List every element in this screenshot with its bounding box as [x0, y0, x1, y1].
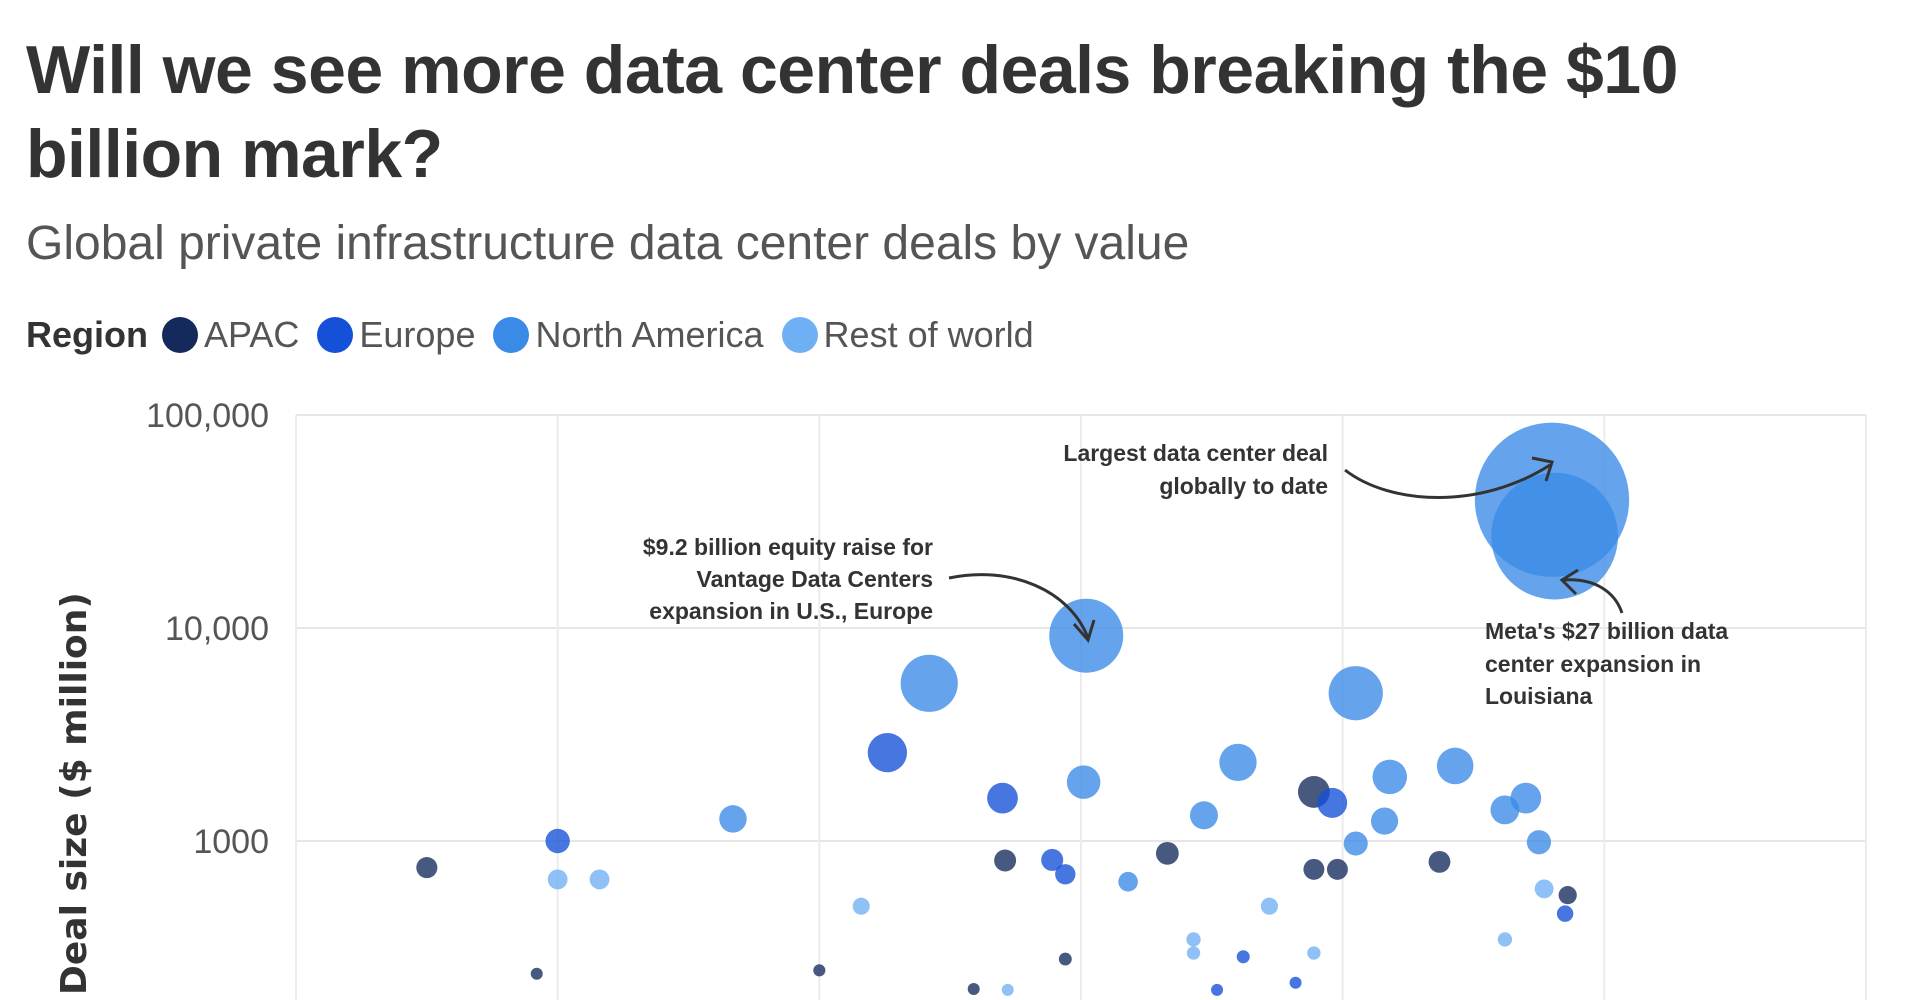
data-point-rest-of-world[interactable]: [1534, 879, 1554, 899]
annotation-text: expansion in U.S., Europe: [649, 598, 933, 624]
data-point-north-america[interactable]: [1510, 782, 1542, 814]
legend-item-apac[interactable]: APAC: [162, 314, 299, 356]
data-point-europe[interactable]: [867, 732, 908, 773]
annotation-text: Largest data center deal: [1063, 440, 1328, 466]
data-point-north-america[interactable]: [900, 654, 958, 712]
data-point-apac[interactable]: [1558, 886, 1577, 905]
data-point-europe[interactable]: [987, 782, 1018, 814]
data-point-north-america[interactable]: [1526, 830, 1552, 855]
annotation-text: Vantage Data Centers: [697, 566, 933, 592]
data-point-apac[interactable]: [416, 857, 438, 879]
y-tick-label: 1000: [193, 823, 269, 861]
annotation-text: $9.2 billion equity raise for: [643, 534, 933, 560]
y-axis-label: Deal size ($ million): [54, 592, 95, 995]
data-point-europe[interactable]: [1556, 905, 1574, 922]
y-axis-ticks: 100,000 10,000 1000: [146, 397, 269, 861]
legend: Region APAC Europe North America Rest of…: [26, 312, 1052, 358]
data-point-rest-of-world[interactable]: [1497, 932, 1513, 947]
data-point-north-america[interactable]: [1219, 743, 1257, 782]
data-points: [416, 422, 1630, 996]
data-point-apac[interactable]: [967, 982, 980, 995]
data-point-north-america[interactable]: [1118, 871, 1138, 892]
legend-item-north-america[interactable]: North America: [493, 314, 764, 356]
data-point-apac[interactable]: [994, 849, 1017, 872]
gridlines: [295, 414, 1867, 1000]
data-point-europe[interactable]: [1317, 787, 1348, 818]
data-point-rest-of-world[interactable]: [589, 869, 610, 890]
legend-label: Europe: [359, 314, 476, 355]
arrowhead-icon: [1559, 568, 1579, 596]
data-point-rest-of-world[interactable]: [1186, 946, 1201, 960]
annotation-largest-deal: Largest data center deal globally to dat…: [1063, 440, 1554, 499]
annotation-text: Meta's $27 billion data: [1485, 618, 1728, 644]
legend-item-rest-of-world[interactable]: Rest of world: [781, 314, 1034, 356]
data-point-rest-of-world[interactable]: [547, 869, 568, 890]
data-point-europe[interactable]: [1211, 983, 1224, 996]
data-point-apac[interactable]: [1326, 858, 1348, 880]
data-point-apac[interactable]: [813, 964, 826, 977]
data-point-rest-of-world[interactable]: [1307, 946, 1321, 960]
legend-label: North America: [535, 314, 764, 355]
legend-swatch-rest-of-world: [781, 317, 818, 353]
data-point-europe[interactable]: [545, 828, 570, 854]
legend-label: APAC: [204, 314, 300, 355]
arrowhead-icon: [1072, 619, 1096, 644]
data-point-rest-of-world[interactable]: [1260, 897, 1278, 915]
data-point-apac[interactable]: [1303, 858, 1325, 880]
arrowhead-icon: [1531, 456, 1554, 482]
annotation-text: center expansion in: [1485, 651, 1701, 677]
annotation-arrow: [1344, 463, 1551, 499]
data-point-rest-of-world[interactable]: [852, 897, 870, 915]
data-point-north-america[interactable]: [1370, 807, 1399, 835]
legend-swatch-europe: [317, 317, 354, 353]
data-point-north-america[interactable]: [1189, 801, 1218, 830]
data-point-europe[interactable]: [1041, 848, 1064, 871]
legend-item-europe[interactable]: Europe: [317, 314, 475, 356]
legend-swatch-apac: [162, 317, 198, 353]
data-point-north-america[interactable]: [1066, 765, 1101, 799]
data-point-europe[interactable]: [1236, 950, 1250, 964]
data-point-north-america[interactable]: [1491, 472, 1619, 600]
annotation-text: globally to date: [1159, 473, 1328, 499]
data-point-north-america[interactable]: [1328, 666, 1383, 721]
y-tick-label: 100,000: [146, 397, 269, 435]
chart-title: Will we see more data center deals break…: [26, 32, 1678, 192]
data-point-europe[interactable]: [1055, 864, 1076, 885]
data-point-apac[interactable]: [1155, 841, 1179, 865]
data-point-north-america[interactable]: [1372, 759, 1408, 795]
legend-title: Region: [26, 314, 148, 355]
annotation-arrow: [948, 573, 1090, 639]
legend-label: Rest of world: [823, 314, 1034, 355]
data-point-north-america[interactable]: [1343, 831, 1368, 856]
data-point-rest-of-world[interactable]: [1186, 932, 1201, 947]
annotation-arrow: [1563, 578, 1624, 614]
annotation-text: Louisiana: [1485, 683, 1593, 709]
legend-swatch-north-america: [493, 317, 530, 353]
data-point-apac[interactable]: [1058, 952, 1072, 966]
chart-subtitle: Global private infrastructure data cente…: [26, 217, 1190, 270]
annotation-vantage: $9.2 billion equity raise for Vantage Da…: [643, 534, 1096, 644]
y-tick-label: 10,000: [165, 610, 269, 648]
data-point-rest-of-world[interactable]: [1001, 983, 1014, 996]
data-point-apac[interactable]: [1428, 850, 1451, 873]
data-point-north-america[interactable]: [1436, 747, 1474, 785]
data-point-north-america[interactable]: [719, 805, 747, 833]
data-point-apac[interactable]: [530, 967, 543, 980]
annotation-meta: Meta's $27 billion data center expansion…: [1485, 568, 1728, 709]
data-point-europe[interactable]: [1289, 976, 1302, 989]
